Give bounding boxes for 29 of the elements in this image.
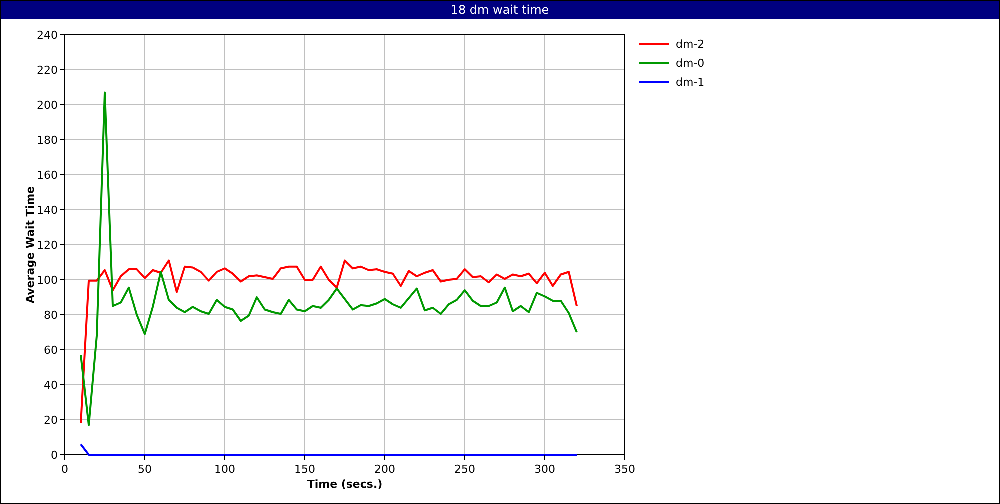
x-tick-label: 0 <box>62 463 68 476</box>
legend-label: dm-0 <box>676 57 705 70</box>
line-series <box>80 92 578 426</box>
chart-title: 18 dm wait time <box>450 3 550 17</box>
y-tick-label: 180 <box>37 134 58 147</box>
x-tick-label: 200 <box>374 463 396 476</box>
y-tick-label: 40 <box>44 379 58 392</box>
y-tick-label: 160 <box>37 169 58 182</box>
y-tick-label: 140 <box>37 204 58 217</box>
legend-label: dm-2 <box>676 38 705 51</box>
x-tick-label: 300 <box>534 463 556 476</box>
x-tick-label: 250 <box>454 463 476 476</box>
y-tick-label: 100 <box>37 274 58 287</box>
y-tick-label: 20 <box>44 414 58 427</box>
y-tick-label: 200 <box>37 99 58 112</box>
x-tick-label: 100 <box>214 463 236 476</box>
x-tick-label: 350 <box>614 463 636 476</box>
y-tick-label: 0 <box>51 449 58 462</box>
x-tick-label: 150 <box>294 463 316 476</box>
line-series <box>80 260 578 424</box>
y-tick-label: 80 <box>44 309 58 322</box>
y-tick-label: 60 <box>44 344 58 357</box>
y-tick-label: 120 <box>37 239 58 252</box>
x-axis-title: Time (secs.) <box>307 478 383 491</box>
y-tick-label: 220 <box>37 64 58 77</box>
y-tick-label: 240 <box>37 29 58 42</box>
x-tick-label: 50 <box>138 463 152 476</box>
y-axis-title: Average Wait Time <box>24 186 37 304</box>
legend-label: dm-1 <box>676 76 705 89</box>
